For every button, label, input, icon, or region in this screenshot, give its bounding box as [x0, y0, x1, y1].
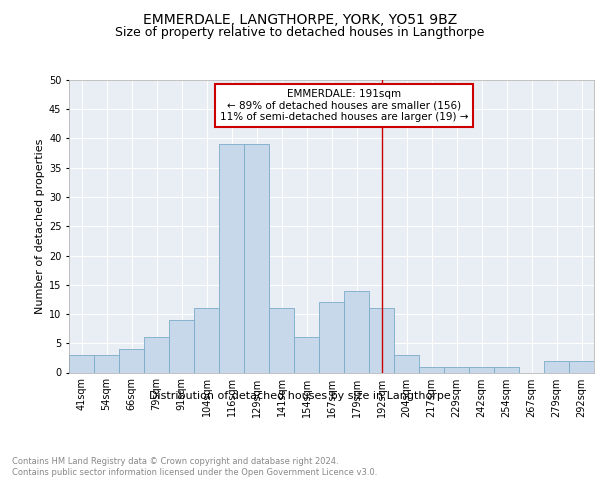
Y-axis label: Number of detached properties: Number of detached properties — [35, 138, 44, 314]
Text: Contains HM Land Registry data © Crown copyright and database right 2024.
Contai: Contains HM Land Registry data © Crown c… — [12, 458, 377, 477]
Bar — [344, 290, 369, 372]
Bar — [144, 338, 169, 372]
Bar — [69, 355, 94, 372]
Text: EMMERDALE, LANGTHORPE, YORK, YO51 9BZ: EMMERDALE, LANGTHORPE, YORK, YO51 9BZ — [143, 12, 457, 26]
Bar — [94, 355, 119, 372]
Bar — [219, 144, 244, 372]
Bar — [294, 338, 319, 372]
Bar — [319, 302, 344, 372]
Bar — [394, 355, 419, 372]
Bar — [269, 308, 294, 372]
Bar — [194, 308, 219, 372]
Bar — [544, 361, 569, 372]
Text: Distribution of detached houses by size in Langthorpe: Distribution of detached houses by size … — [149, 391, 451, 401]
Bar — [244, 144, 269, 372]
Bar — [419, 366, 444, 372]
Bar — [569, 361, 594, 372]
Bar — [494, 366, 519, 372]
Text: EMMERDALE: 191sqm
← 89% of detached houses are smaller (156)
11% of semi-detache: EMMERDALE: 191sqm ← 89% of detached hous… — [220, 89, 468, 122]
Bar — [369, 308, 394, 372]
Bar — [119, 349, 144, 372]
Bar — [444, 366, 469, 372]
Text: Size of property relative to detached houses in Langthorpe: Size of property relative to detached ho… — [115, 26, 485, 39]
Bar — [169, 320, 194, 372]
Bar — [469, 366, 494, 372]
